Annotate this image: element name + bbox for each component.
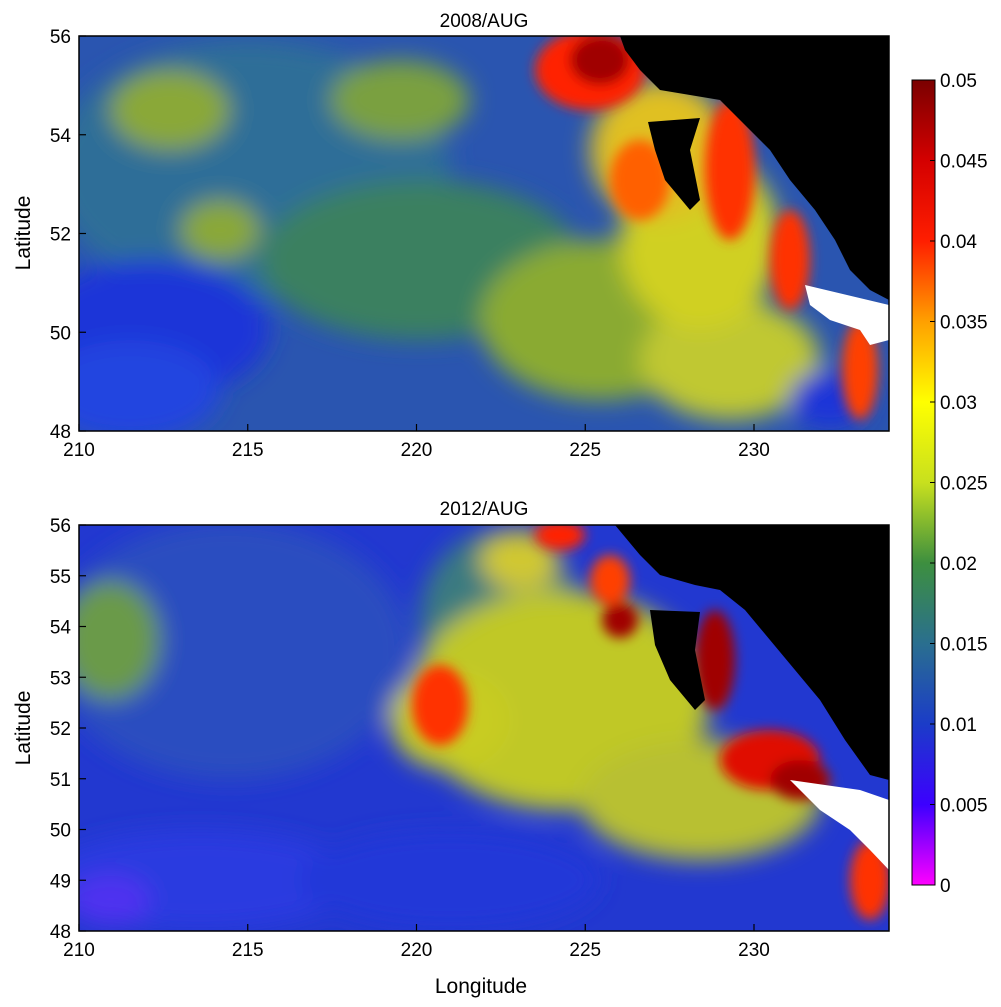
panel-1-coastal-high — [535, 36, 878, 420]
panel-1-island — [648, 118, 700, 210]
panel-2-title: 2012/AUG — [440, 499, 529, 520]
panel-2-land — [615, 525, 889, 780]
panel-2-y-tick-label: 51 — [50, 770, 71, 791]
panel-1-y-tick-label: 48 — [50, 422, 71, 443]
panel-2-x-tick-label: 215 — [232, 940, 264, 961]
colorbar-tick-label: 0.005 — [940, 796, 988, 817]
colorbar-tick-label: 0.01 — [940, 715, 977, 736]
panel-2-high-patches — [412, 525, 889, 920]
panel-2-y-tick-label: 50 — [50, 821, 71, 842]
panel-2-x-tick-label: 230 — [738, 940, 770, 961]
panel-2-y-tick-label: 54 — [50, 618, 72, 639]
panel-1-x-ticks: 210 215 220 225 230 — [63, 424, 770, 461]
colorbar-tick-label: 0.035 — [940, 313, 988, 334]
panel-1-heatmap-fields — [79, 40, 870, 431]
panel-1-y-tick-label: 54 — [50, 126, 72, 147]
panel-1-y-ticks: 48 50 52 54 56 — [50, 27, 86, 443]
x-axis-label: Longitude — [435, 975, 527, 998]
panel-2-x-tick-label: 210 — [63, 940, 95, 961]
panel-2-y-ticks: 48 49 50 51 52 53 54 55 56 — [50, 516, 86, 943]
panel-2-y-tick-label: 55 — [50, 567, 71, 588]
colorbar-tick-label: 0.025 — [940, 474, 988, 495]
colorbar-tick-label: 0.03 — [940, 393, 977, 414]
colorbar-tick-label: 0.05 — [940, 71, 977, 92]
panel-2-y-tick-label: 56 — [50, 516, 71, 537]
panel-2-x-tick-label: 220 — [401, 940, 433, 961]
colorbar-tick-label: 0.045 — [940, 152, 988, 173]
colorbar-ticks: 0 0.005 0.01 0.015 0.02 0.025 0.03 0.035 0.04 0.0… — [930, 71, 988, 897]
panel-2-missing-data — [790, 780, 889, 870]
panel-1-x-tick-label: 220 — [401, 440, 433, 461]
colorbar-tick-label: 0.015 — [940, 635, 988, 656]
panel-2-heatmap-fields — [79, 525, 820, 930]
panel-1-title: 2008/AUG — [440, 11, 529, 32]
panel-2-y-tick-label: 48 — [50, 922, 71, 943]
colorbar-tick-label: 0.02 — [940, 554, 977, 575]
panel-2-y-tick-label: 49 — [50, 871, 71, 892]
panel-1-x-tick-label: 215 — [232, 440, 264, 461]
panel-1-land — [620, 36, 889, 300]
panel-2-island — [650, 610, 705, 710]
panel-2-y-axis-label: Latitude — [12, 691, 35, 766]
panel-1-x-tick-label: 225 — [569, 440, 601, 461]
panel-1-y-tick-label: 56 — [50, 27, 71, 48]
panel-2-x-tick-label: 225 — [569, 940, 601, 961]
panel-1-y-tick-label: 50 — [50, 323, 71, 344]
panel-2-plot-area — [79, 525, 889, 931]
panel-1-plot-area — [79, 36, 889, 431]
colorbar-tick-label: 0 — [940, 876, 951, 897]
panel-1-x-tick-label: 210 — [63, 440, 95, 461]
panel-2-y-tick-label: 53 — [50, 668, 71, 689]
panel-2-y-tick-label: 52 — [50, 719, 71, 740]
panel-1-y-tick-label: 52 — [50, 225, 71, 246]
panel-1-y-axis-label: Latitude — [12, 196, 35, 271]
panel-1-missing-data — [805, 285, 889, 345]
panel-2-x-ticks: 210 215 220 225 230 — [63, 924, 770, 961]
panel-1-x-tick-label: 230 — [738, 440, 770, 461]
colorbar-tick-label: 0.04 — [940, 232, 977, 253]
